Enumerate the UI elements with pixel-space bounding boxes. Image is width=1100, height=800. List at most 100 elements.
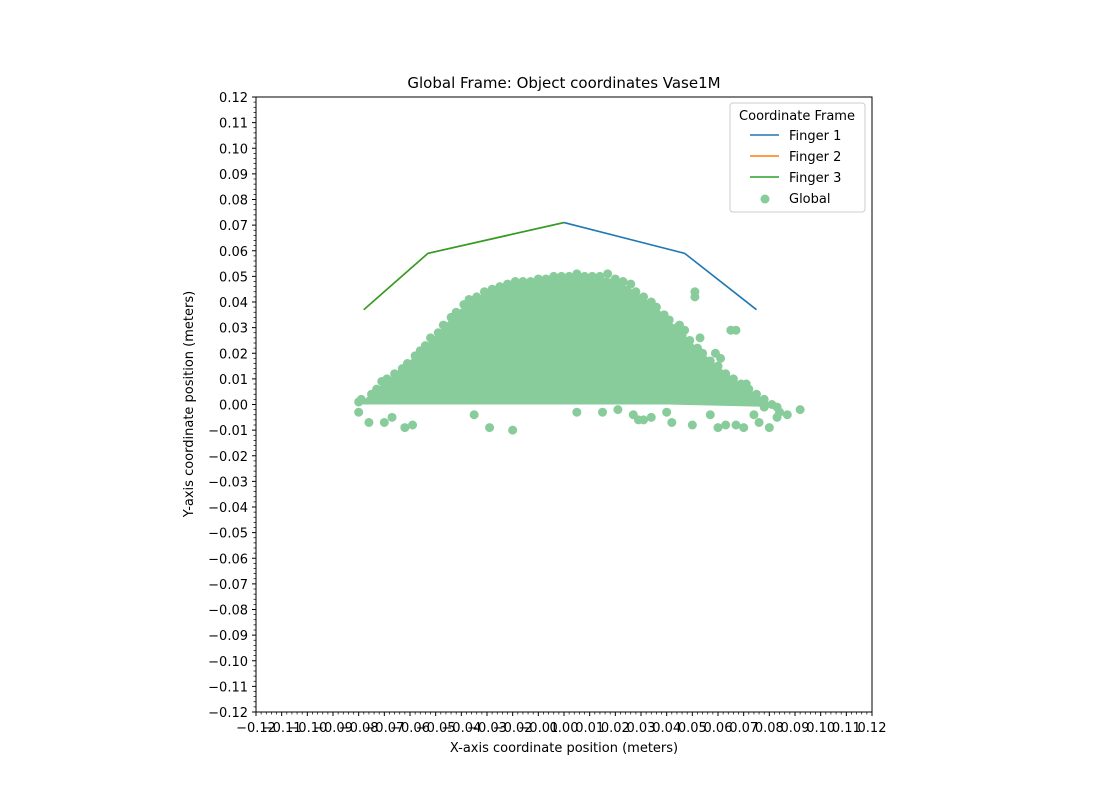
scatter-point <box>580 271 590 281</box>
y-tick-label: −0.10 <box>208 655 248 670</box>
scatter-point <box>549 271 559 281</box>
scatter-point <box>420 341 430 351</box>
scatter-point <box>451 307 461 317</box>
scatter-point <box>672 323 682 333</box>
y-tick-label: −0.09 <box>208 629 248 644</box>
series-layer <box>354 221 805 435</box>
y-tick-label: −0.12 <box>208 706 248 721</box>
x-tick-label: 0.06 <box>704 721 733 736</box>
scatter-point <box>759 394 769 404</box>
y-axis-label: Y-axis coordinate position (meters) <box>182 291 197 518</box>
y-tick-label: −0.03 <box>208 475 248 490</box>
scatter-point <box>705 410 715 420</box>
x-tick-label: 0.05 <box>678 721 707 736</box>
scatter-point <box>382 374 392 384</box>
x-tick-label: −0.11 <box>262 721 302 736</box>
scatter-point <box>408 420 418 430</box>
scatter-point <box>764 423 774 433</box>
y-tick-label: −0.05 <box>208 527 248 542</box>
scatter-point <box>695 333 705 343</box>
y-tick-label: −0.01 <box>208 424 248 439</box>
legend: Coordinate Frame Finger 1 Finger 2 Finger … <box>729 102 866 213</box>
scatter-point <box>721 420 731 430</box>
scatter-point <box>667 417 677 427</box>
y-tick-label: −0.04 <box>208 501 248 516</box>
scatter-point <box>487 284 497 294</box>
scatter-point <box>639 415 649 425</box>
scatter-point <box>698 348 708 358</box>
scatter-point <box>598 407 607 417</box>
scatter-point <box>526 277 536 286</box>
scatter-point <box>736 379 746 389</box>
scatter-point <box>402 359 412 368</box>
scatter-point <box>677 330 687 340</box>
scatter-point <box>618 277 628 286</box>
scatter-point <box>610 274 620 284</box>
x-tick-label: 0.02 <box>601 721 630 736</box>
scatter-point <box>572 407 582 417</box>
scatter-point <box>387 412 397 422</box>
scatter-point <box>687 420 697 430</box>
scatter-point <box>639 292 649 302</box>
scatter-point <box>433 328 443 338</box>
scatter-point <box>782 410 792 420</box>
x-tick-label: 0.08 <box>755 721 784 736</box>
scatter-point <box>479 287 489 297</box>
x-tick-label: −0.03 <box>467 721 507 736</box>
x-tick-label: −0.10 <box>287 721 327 736</box>
series-line-finger-3 <box>363 221 565 311</box>
y-tick-label: 0.05 <box>219 270 248 285</box>
x-tick-label: −0.09 <box>313 721 353 736</box>
scatter-point <box>572 269 582 279</box>
scatter-point <box>518 277 528 286</box>
scatter-point <box>775 407 785 417</box>
scatter-point <box>438 320 448 330</box>
legend-label: Global <box>789 192 830 207</box>
scatter-point <box>426 333 436 343</box>
scatter-point <box>646 412 656 422</box>
x-tick-label: 0.11 <box>832 721 861 736</box>
scatter-point <box>726 325 736 335</box>
scatter-point <box>400 423 410 433</box>
y-tick-label: −0.06 <box>208 552 248 567</box>
scatter-point <box>713 361 723 371</box>
x-tick-label: 0.04 <box>652 721 681 736</box>
scatter-point <box>631 287 641 297</box>
x-tick-label: 0.09 <box>781 721 810 736</box>
scatter-point <box>613 405 623 415</box>
scatter-point <box>744 384 754 394</box>
y-tick-label: 0.09 <box>219 168 248 183</box>
y-tick-label: 0.01 <box>219 373 248 388</box>
x-tick-label: 0.01 <box>575 721 604 736</box>
scatter-point <box>662 407 672 417</box>
scatter-point <box>472 292 482 302</box>
scatter-point <box>767 400 777 409</box>
y-tick-label: 0.07 <box>219 219 248 234</box>
y-tick-label: 0.08 <box>219 194 248 209</box>
x-tick-label: −0.06 <box>390 721 430 736</box>
scatter-point <box>754 417 764 427</box>
plot-area <box>354 221 805 435</box>
legend-box <box>729 102 866 213</box>
scatter-point <box>721 369 731 379</box>
y-tick-label: 0.10 <box>219 142 248 157</box>
scatter-point <box>503 279 513 289</box>
scatter-point <box>495 282 505 292</box>
legend-label: Finger 3 <box>789 171 841 186</box>
scatter-point <box>587 271 597 281</box>
scatter-point <box>716 353 726 363</box>
y-tick-label: 0.11 <box>219 117 248 132</box>
legend-label: Finger 1 <box>789 129 841 144</box>
legend-marker-swatch <box>760 194 770 204</box>
x-tick-label: −0.05 <box>416 721 456 736</box>
x-tick-label: 0.10 <box>806 721 835 736</box>
scatter-point <box>508 425 518 435</box>
y-tick-label: −0.08 <box>208 604 248 619</box>
scatter-point <box>354 407 364 417</box>
scatter-point <box>469 410 479 420</box>
scatter-point <box>731 420 741 430</box>
scatter-point <box>664 315 674 325</box>
scatter-point <box>713 423 723 433</box>
y-tick-label: −0.11 <box>208 680 248 695</box>
scatter-point <box>603 269 613 279</box>
